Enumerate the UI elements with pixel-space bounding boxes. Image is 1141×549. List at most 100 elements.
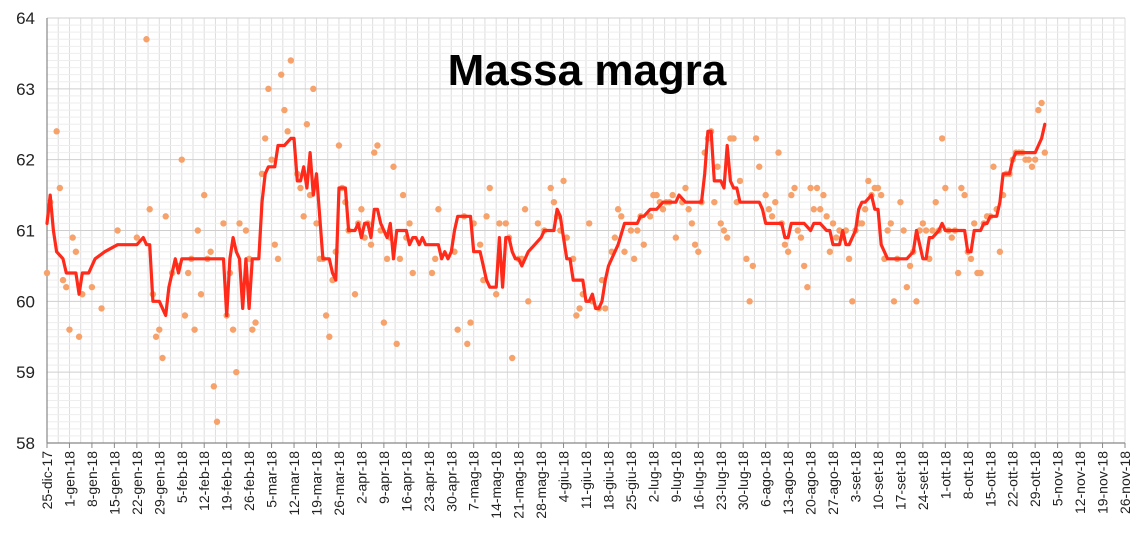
- x-tick-label: 10-set-18: [870, 451, 886, 510]
- data-point: [720, 227, 728, 234]
- data-point: [627, 227, 635, 234]
- x-tick-label: 9-lug-18: [668, 451, 684, 503]
- data-point: [576, 305, 583, 312]
- data-point: [874, 184, 882, 192]
- data-point: [746, 298, 753, 305]
- data-point: [691, 241, 699, 248]
- data-point: [618, 213, 625, 220]
- data-point: [768, 213, 776, 220]
- x-tick-label: 19-feb-18: [219, 451, 235, 511]
- data-point: [634, 227, 641, 234]
- data-point: [682, 184, 689, 192]
- y-tick-label: 58: [16, 434, 35, 453]
- data-point: [454, 326, 461, 333]
- x-tick-label: 12-mar-18: [286, 451, 302, 516]
- data-point: [210, 383, 218, 390]
- data-point: [723, 234, 731, 241]
- data-point: [464, 340, 471, 348]
- data-point: [938, 135, 946, 142]
- data-point: [509, 354, 516, 362]
- data-point: [602, 305, 609, 312]
- y-tick-label: 62: [16, 151, 35, 170]
- trend-line: [45, 122, 1047, 318]
- data-point: [207, 248, 214, 255]
- data-point: [573, 312, 580, 319]
- data-point: [351, 291, 359, 298]
- data-point: [287, 57, 295, 64]
- x-tick-label: 24-set-18: [915, 451, 931, 510]
- data-point: [736, 177, 744, 185]
- x-tick-label: 12-nov-18: [1072, 451, 1088, 514]
- data-point: [919, 220, 927, 227]
- data-point: [717, 220, 724, 227]
- x-tick-label: 2-lug-18: [645, 451, 661, 503]
- data-point: [929, 227, 936, 234]
- data-point: [794, 227, 801, 234]
- data-point: [265, 85, 272, 93]
- data-point: [98, 305, 105, 312]
- data-point: [390, 163, 397, 170]
- data-point: [335, 142, 343, 149]
- data-point: [820, 191, 827, 199]
- x-tick-label: 16-apr-18: [398, 451, 414, 512]
- x-tick-label: 4-giu-18: [556, 451, 572, 503]
- data-point: [486, 184, 493, 192]
- data-point: [393, 340, 400, 348]
- y-tick-label: 64: [16, 9, 35, 28]
- data-point: [181, 312, 189, 319]
- x-tick-label: 20-ago-18: [803, 451, 819, 515]
- y-axis-ticks: 58 59 60 61 62 63 64: [16, 9, 35, 453]
- data-point: [525, 298, 532, 305]
- data-point: [791, 184, 798, 192]
- data-point: [399, 191, 407, 199]
- data-point: [861, 206, 869, 213]
- data-point: [922, 227, 930, 234]
- data-point: [146, 206, 153, 213]
- y-tick-label: 59: [16, 363, 35, 382]
- data-point: [380, 319, 388, 326]
- data-point: [829, 220, 837, 227]
- y-tick-label: 63: [16, 80, 35, 99]
- data-point: [233, 368, 240, 376]
- data-point: [284, 128, 291, 135]
- data-point: [133, 234, 141, 241]
- data-point: [66, 326, 73, 333]
- data-point: [749, 262, 757, 270]
- x-tick-label: 17-set-18: [892, 451, 908, 510]
- data-point: [261, 135, 269, 142]
- x-tick-label: 25-giu-18: [623, 451, 639, 510]
- data-point: [833, 234, 840, 241]
- data-point: [942, 184, 949, 192]
- data-point: [201, 191, 208, 199]
- data-point: [958, 184, 965, 192]
- data-point: [53, 128, 60, 135]
- data-point: [194, 227, 201, 234]
- data-point: [630, 255, 638, 263]
- data-point: [483, 213, 490, 220]
- data-point: [406, 220, 413, 227]
- data-point: [521, 206, 529, 213]
- data-point: [714, 163, 721, 170]
- x-tick-label: 3-set-18: [848, 451, 864, 503]
- x-tick-label: 30-lug-18: [735, 451, 751, 510]
- x-tick-label: 22-gen-18: [129, 451, 145, 515]
- x-tick-label: 2-apr-18: [353, 451, 369, 504]
- data-point: [762, 191, 769, 199]
- data-point: [784, 248, 792, 255]
- data-point: [547, 184, 554, 192]
- data-point: [1035, 106, 1042, 114]
- x-tick-label: 30-apr-18: [443, 451, 459, 512]
- data-point: [659, 206, 667, 213]
- data-point: [191, 326, 198, 333]
- data-point: [313, 220, 320, 227]
- data-point: [409, 269, 416, 277]
- data-point: [977, 269, 984, 277]
- data-point: [621, 248, 628, 255]
- data-point: [800, 262, 808, 270]
- data-point: [813, 184, 821, 192]
- data-point: [367, 241, 375, 248]
- data-point: [88, 283, 96, 291]
- data-point: [374, 142, 381, 149]
- data-point: [184, 269, 192, 277]
